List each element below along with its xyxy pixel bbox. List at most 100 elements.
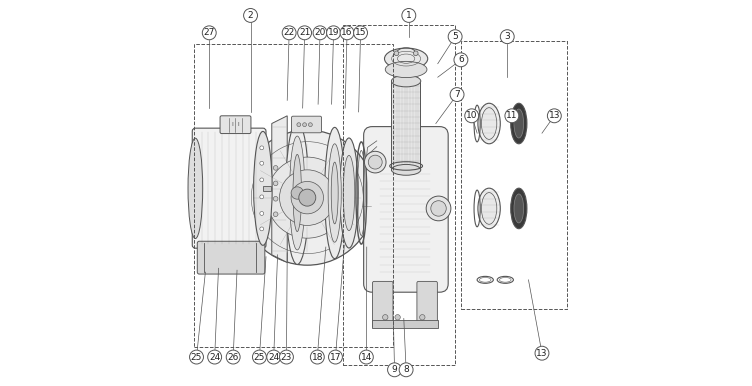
Circle shape [308, 123, 312, 127]
Text: 9: 9 [392, 365, 397, 374]
Circle shape [259, 146, 264, 150]
Circle shape [505, 109, 519, 123]
Ellipse shape [514, 109, 523, 138]
Polygon shape [271, 116, 287, 262]
Circle shape [454, 53, 468, 67]
Circle shape [368, 155, 382, 169]
Circle shape [547, 109, 561, 123]
Text: 25: 25 [191, 352, 202, 362]
Circle shape [240, 130, 374, 265]
Bar [392, 81, 420, 170]
Text: 14: 14 [361, 352, 372, 362]
FancyBboxPatch shape [364, 127, 448, 292]
FancyBboxPatch shape [220, 116, 251, 134]
Text: 22: 22 [284, 28, 295, 37]
Circle shape [431, 201, 446, 216]
Text: 27: 27 [204, 28, 215, 37]
Text: 3: 3 [505, 32, 510, 41]
Circle shape [259, 178, 264, 182]
Ellipse shape [478, 103, 500, 144]
Circle shape [273, 196, 278, 201]
Text: 18: 18 [311, 352, 323, 362]
Circle shape [259, 227, 264, 231]
Circle shape [326, 26, 341, 40]
Circle shape [244, 8, 257, 22]
Circle shape [298, 26, 311, 40]
Circle shape [299, 189, 316, 206]
Ellipse shape [325, 127, 344, 259]
Ellipse shape [511, 103, 527, 144]
Circle shape [202, 26, 216, 40]
Ellipse shape [331, 162, 338, 224]
Circle shape [448, 30, 462, 44]
Circle shape [313, 26, 327, 40]
Circle shape [297, 123, 301, 127]
Text: 7: 7 [454, 90, 460, 99]
Ellipse shape [188, 138, 203, 239]
Ellipse shape [286, 122, 309, 264]
Circle shape [329, 350, 342, 364]
Circle shape [535, 346, 549, 360]
Bar [263, 186, 271, 191]
Text: 13: 13 [548, 111, 560, 120]
Bar [372, 320, 438, 328]
Ellipse shape [343, 155, 355, 230]
Ellipse shape [293, 154, 302, 232]
Circle shape [259, 195, 264, 199]
Text: 17: 17 [329, 352, 341, 362]
Text: 2: 2 [247, 11, 253, 20]
Circle shape [273, 212, 278, 217]
Ellipse shape [384, 48, 428, 69]
Circle shape [395, 315, 400, 320]
Text: 24: 24 [268, 352, 279, 362]
Text: 11: 11 [506, 111, 517, 120]
Circle shape [302, 123, 307, 127]
Circle shape [465, 109, 479, 123]
Circle shape [383, 315, 388, 320]
Circle shape [399, 363, 413, 377]
Circle shape [365, 151, 386, 173]
Circle shape [259, 212, 264, 215]
Ellipse shape [392, 75, 421, 87]
Text: 21: 21 [299, 28, 311, 37]
Circle shape [259, 161, 264, 165]
Circle shape [267, 350, 280, 364]
Circle shape [402, 8, 416, 22]
Text: 5: 5 [452, 32, 458, 41]
Text: 19: 19 [328, 28, 339, 37]
FancyBboxPatch shape [197, 241, 265, 274]
Circle shape [208, 350, 222, 364]
Text: 13: 13 [536, 349, 547, 358]
Circle shape [414, 51, 418, 56]
Circle shape [311, 350, 324, 364]
Text: 25: 25 [253, 352, 265, 362]
Text: 1: 1 [406, 11, 411, 20]
Text: 8: 8 [403, 365, 409, 374]
Circle shape [190, 350, 204, 364]
Ellipse shape [363, 159, 373, 227]
FancyBboxPatch shape [292, 116, 322, 133]
Text: 20: 20 [314, 28, 326, 37]
Ellipse shape [253, 131, 272, 245]
Ellipse shape [290, 136, 305, 250]
Ellipse shape [328, 144, 341, 242]
Circle shape [273, 166, 278, 170]
Circle shape [387, 363, 402, 377]
Ellipse shape [514, 194, 523, 223]
Text: 6: 6 [458, 55, 464, 64]
Circle shape [500, 30, 514, 44]
Circle shape [291, 181, 323, 214]
Ellipse shape [340, 138, 358, 248]
Text: 15: 15 [355, 28, 366, 37]
Circle shape [340, 26, 354, 40]
Ellipse shape [392, 164, 421, 175]
Text: 16: 16 [341, 28, 353, 37]
Ellipse shape [481, 108, 497, 139]
Text: 24: 24 [209, 352, 220, 362]
Text: 23: 23 [280, 352, 292, 362]
Circle shape [426, 196, 451, 221]
Ellipse shape [511, 188, 527, 229]
FancyBboxPatch shape [193, 128, 266, 248]
Circle shape [280, 170, 335, 225]
Text: 10: 10 [466, 111, 478, 120]
